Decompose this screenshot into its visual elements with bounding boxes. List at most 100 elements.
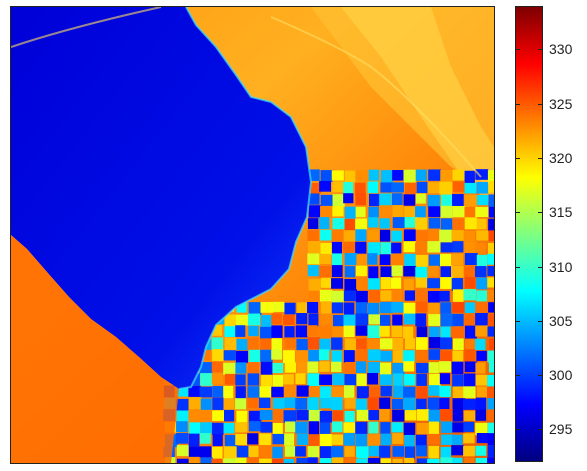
field-cell	[355, 193, 366, 206]
field-cell	[475, 266, 487, 278]
field-cell	[487, 374, 494, 387]
field-cell	[464, 206, 478, 218]
field-cell	[224, 314, 237, 327]
field-cell	[427, 458, 440, 463]
field-cell	[319, 338, 331, 352]
ridge-line	[11, 7, 482, 178]
field-cell	[463, 289, 477, 301]
field-cell	[332, 218, 345, 230]
field-cell	[439, 409, 453, 421]
field-cell	[296, 433, 309, 446]
field-cell	[487, 242, 494, 255]
field-cell	[476, 350, 487, 361]
field-cell	[464, 277, 476, 289]
field-cell	[487, 326, 494, 337]
field-cell	[368, 410, 380, 421]
field-cell	[272, 433, 285, 445]
colorbar-gradient	[515, 6, 543, 462]
field-cell	[343, 302, 355, 315]
field-cell	[307, 169, 320, 182]
field-cell	[344, 446, 355, 457]
field-cell	[272, 374, 284, 387]
colorbar-tick-label: 295	[549, 421, 573, 438]
field-cell	[344, 457, 358, 463]
colorbar-tick-label: 300	[549, 367, 573, 384]
field-cell	[307, 193, 320, 205]
field-cell	[271, 349, 283, 360]
field-cell	[176, 410, 190, 422]
field-cell	[488, 338, 494, 351]
field-cell	[331, 290, 344, 303]
field-cell	[392, 373, 404, 387]
field-cell	[475, 338, 486, 351]
field-cell	[356, 458, 368, 463]
field-cell	[307, 337, 321, 350]
field-cell	[452, 289, 464, 302]
field-cell	[416, 386, 428, 400]
field-cell	[379, 301, 393, 314]
field-cell	[284, 446, 298, 457]
field-cell	[403, 278, 414, 292]
field-cell	[415, 254, 428, 268]
field-cell	[355, 325, 368, 336]
field-cell	[367, 253, 378, 265]
field-cell	[380, 433, 392, 446]
field-cell	[235, 422, 248, 433]
field-cell	[211, 337, 224, 351]
field-cell	[416, 373, 427, 386]
field-cell	[475, 362, 486, 374]
field-cell	[452, 350, 464, 363]
field-cell	[355, 349, 369, 362]
field-cell	[487, 277, 494, 288]
field-cell	[175, 433, 189, 444]
field-cell	[379, 193, 392, 207]
field-cell	[308, 386, 322, 399]
field-cell	[200, 373, 213, 386]
field-cell	[224, 337, 237, 350]
field-cell	[319, 433, 332, 447]
field-cell	[236, 410, 248, 424]
field-cell	[415, 193, 426, 204]
field-cell	[464, 194, 477, 208]
field-cell	[392, 409, 405, 422]
field-cell	[464, 302, 478, 314]
field-cell	[380, 458, 392, 463]
field-cell	[451, 326, 464, 340]
field-cell	[427, 265, 439, 277]
field-cell	[259, 386, 272, 398]
field-cell	[320, 301, 332, 314]
agricultural-field-cells	[163, 169, 494, 463]
field-cell	[367, 434, 381, 447]
field-cell	[451, 253, 464, 266]
field-cell	[307, 241, 321, 254]
colorbar-tick-mark	[538, 429, 543, 431]
field-cell	[319, 326, 333, 340]
field-cell	[440, 194, 453, 207]
field-cell	[404, 446, 416, 460]
field-cell	[403, 302, 416, 316]
field-cell	[415, 337, 428, 350]
field-cell	[260, 314, 272, 328]
field-cell	[284, 326, 295, 339]
colorbar-tick-mark	[515, 158, 520, 159]
field-cell	[379, 218, 390, 229]
field-cell	[307, 446, 320, 458]
field-cell	[307, 265, 319, 277]
field-cell	[259, 458, 272, 463]
field-cell	[427, 397, 439, 410]
colorbar-tick-mark	[538, 375, 543, 377]
field-cell	[344, 170, 356, 183]
field-cell	[367, 242, 381, 256]
field-cell	[259, 397, 271, 408]
field-cell	[367, 397, 379, 411]
field-cell	[464, 325, 477, 339]
field-cell	[331, 446, 344, 458]
field-cell	[391, 422, 404, 433]
field-cell	[404, 206, 417, 219]
field-cell	[367, 302, 380, 315]
field-cell	[379, 205, 392, 216]
field-cell	[415, 169, 427, 181]
field-cell	[320, 313, 332, 325]
field-cell	[415, 266, 428, 280]
colorbar-tick-mark	[515, 375, 520, 377]
